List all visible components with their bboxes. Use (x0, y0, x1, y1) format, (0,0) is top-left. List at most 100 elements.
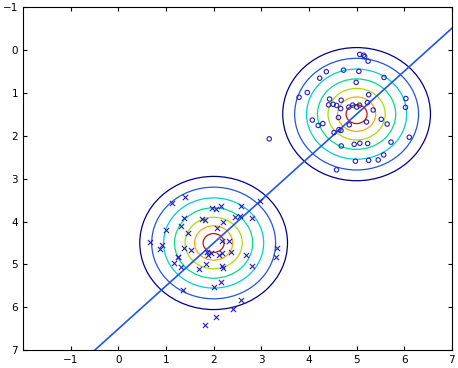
Point (156, 245, 164, 251)
Point (325, 102, 332, 108)
Point (333, 167, 340, 173)
Point (315, 123, 322, 128)
Point (356, 102, 363, 108)
Point (346, 122, 353, 128)
Point (353, 104, 360, 110)
Point (365, 92, 372, 98)
Point (180, 216, 188, 222)
Point (242, 252, 250, 258)
Point (216, 252, 223, 258)
Point (170, 260, 178, 266)
Point (163, 227, 170, 233)
Point (220, 219, 227, 224)
Point (295, 94, 303, 100)
Point (174, 254, 182, 260)
Point (218, 279, 225, 285)
Point (158, 242, 166, 248)
Point (360, 52, 367, 58)
Point (146, 239, 153, 245)
Point (187, 247, 195, 253)
Point (356, 140, 364, 146)
Point (236, 213, 244, 219)
Point (402, 96, 409, 102)
Point (364, 100, 371, 106)
Point (229, 306, 237, 312)
Point (237, 203, 245, 209)
Point (370, 107, 377, 113)
Point (177, 264, 185, 270)
Point (177, 223, 184, 229)
Point (364, 141, 371, 146)
Point (248, 263, 256, 269)
Point (383, 121, 391, 127)
Point (345, 104, 353, 110)
Point (356, 52, 363, 57)
Point (338, 97, 345, 103)
Point (219, 265, 227, 271)
Point (304, 89, 311, 95)
Point (201, 322, 208, 328)
Point (202, 262, 210, 268)
Point (365, 58, 372, 64)
Point (217, 203, 224, 209)
Point (322, 69, 330, 75)
Point (212, 206, 219, 212)
Point (338, 143, 345, 149)
Point (330, 130, 338, 135)
Point (387, 139, 395, 145)
Point (350, 141, 358, 147)
Point (273, 245, 280, 251)
Point (174, 255, 181, 261)
Point (326, 96, 333, 102)
Point (272, 254, 279, 260)
Point (212, 314, 219, 320)
Point (213, 225, 221, 231)
Point (169, 200, 176, 206)
Point (381, 74, 388, 80)
Point (218, 251, 226, 256)
Point (218, 263, 226, 269)
Point (182, 195, 189, 201)
Point (365, 158, 372, 163)
Point (319, 121, 327, 127)
Point (227, 249, 234, 255)
Point (363, 119, 370, 125)
Point (209, 205, 216, 211)
Point (309, 117, 316, 123)
Point (257, 198, 264, 204)
Point (184, 230, 191, 236)
Point (335, 114, 342, 120)
Point (202, 217, 209, 223)
Point (231, 214, 238, 220)
Point (205, 252, 212, 258)
Point (249, 215, 256, 221)
Point (180, 245, 188, 251)
Point (237, 297, 245, 303)
Point (380, 152, 387, 158)
Point (337, 128, 344, 134)
Point (266, 136, 273, 142)
Point (195, 266, 202, 272)
Point (333, 102, 340, 108)
Point (352, 158, 359, 164)
Point (210, 284, 218, 290)
Point (406, 134, 413, 140)
Point (377, 116, 385, 122)
Point (179, 287, 186, 293)
Point (316, 75, 323, 81)
Point (402, 105, 409, 110)
Point (335, 127, 343, 132)
Point (329, 101, 337, 107)
Point (375, 157, 382, 163)
Point (218, 238, 226, 244)
Point (349, 102, 356, 108)
Point (226, 238, 233, 244)
Point (355, 68, 363, 74)
Point (203, 249, 211, 255)
Point (207, 250, 215, 256)
Point (337, 106, 344, 112)
Point (198, 216, 206, 222)
Point (353, 79, 360, 85)
Point (340, 67, 347, 73)
Point (361, 54, 368, 60)
